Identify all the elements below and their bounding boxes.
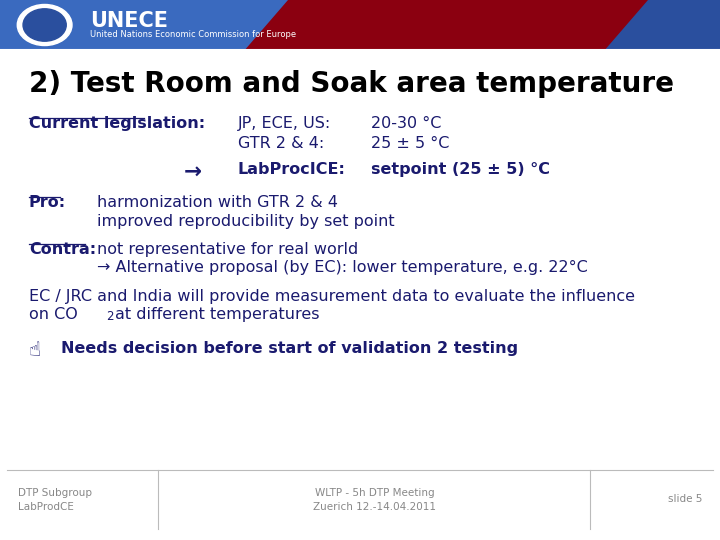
- Text: ☝: ☝: [29, 341, 41, 360]
- Text: DTP Subgroup
LabProdCE: DTP Subgroup LabProdCE: [18, 488, 92, 511]
- Text: 2: 2: [106, 310, 113, 323]
- Text: at different temperatures: at different temperatures: [115, 307, 320, 322]
- Text: 2) Test Room and Soak area temperature: 2) Test Room and Soak area temperature: [29, 70, 674, 98]
- Text: setpoint (25 ± 5) °C: setpoint (25 ± 5) °C: [371, 162, 550, 177]
- Text: Current legislation:: Current legislation:: [29, 116, 205, 131]
- Text: not representative for real world: not representative for real world: [97, 242, 359, 257]
- Text: JP, ECE, US:: JP, ECE, US:: [238, 116, 331, 131]
- Text: LabProcICE:: LabProcICE:: [238, 162, 346, 177]
- Text: Pro:: Pro:: [29, 195, 66, 211]
- Text: Contra:: Contra:: [29, 242, 96, 257]
- Text: on CO: on CO: [29, 307, 78, 322]
- Text: improved reproducibility by set point: improved reproducibility by set point: [97, 214, 395, 229]
- Text: United Nations Economic Commission for Europe: United Nations Economic Commission for E…: [90, 30, 296, 39]
- Text: slide 5: slide 5: [667, 495, 702, 504]
- Text: 25 ± 5 °C: 25 ± 5 °C: [371, 136, 449, 151]
- Text: harmonization with GTR 2 & 4: harmonization with GTR 2 & 4: [97, 195, 338, 211]
- Text: GTR 2 & 4:: GTR 2 & 4:: [238, 136, 324, 151]
- Text: 20-30 °C: 20-30 °C: [371, 116, 441, 131]
- Text: EC / JRC and India will provide measurement data to evaluate the influence: EC / JRC and India will provide measurem…: [29, 289, 635, 304]
- Text: WLTP - 5h DTP Meeting
Zuerich 12.-14.04.2011: WLTP - 5h DTP Meeting Zuerich 12.-14.04.…: [313, 488, 436, 511]
- Text: UNECE: UNECE: [90, 11, 168, 31]
- Text: Needs decision before start of validation 2 testing: Needs decision before start of validatio…: [61, 341, 518, 356]
- Text: → Alternative proposal (by EC): lower temperature, e.g. 22°C: → Alternative proposal (by EC): lower te…: [97, 260, 588, 275]
- Text: →: →: [184, 162, 202, 182]
